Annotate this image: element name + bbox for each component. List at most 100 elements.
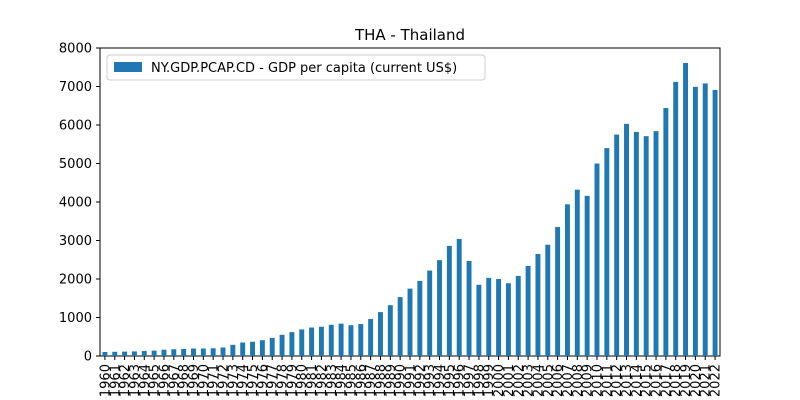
x-tick-label: 1980 bbox=[295, 364, 310, 397]
y-tick-label: 4000 bbox=[59, 196, 92, 211]
bar-1983 bbox=[328, 324, 334, 356]
x-tick-label: 2004 bbox=[531, 364, 546, 397]
bar-1984 bbox=[338, 323, 344, 356]
bar-1963 bbox=[131, 351, 137, 356]
x-tick-label: 1982 bbox=[315, 364, 330, 397]
x-tick-label: 1976 bbox=[256, 364, 271, 397]
bar-1990 bbox=[397, 297, 403, 356]
bar-2003 bbox=[525, 265, 531, 356]
bar-1967 bbox=[171, 349, 177, 356]
bar-1985 bbox=[348, 325, 354, 356]
x-tick-label: 2020 bbox=[689, 364, 704, 397]
bar-2021 bbox=[702, 83, 708, 357]
bar-1974 bbox=[240, 342, 246, 356]
bar-2016 bbox=[653, 131, 659, 356]
bar-2005 bbox=[545, 244, 551, 356]
bar-2001 bbox=[505, 283, 511, 356]
x-tick-label: 1966 bbox=[157, 364, 172, 397]
bar-2019 bbox=[683, 63, 689, 356]
bar-1986 bbox=[358, 324, 364, 356]
x-tick-label: 1974 bbox=[236, 364, 251, 397]
x-tick-label: 1999 bbox=[482, 364, 497, 397]
x-tick-label: 1994 bbox=[433, 364, 448, 397]
x-tick-label: 1986 bbox=[354, 364, 369, 397]
x-tick-label: 2008 bbox=[571, 364, 586, 397]
x-tick-label: 2014 bbox=[630, 364, 645, 397]
x-tick-label: 1972 bbox=[217, 364, 232, 397]
bar-1964 bbox=[141, 351, 147, 356]
legend: NY.GDP.PCAP.CD - GDP per capita (current… bbox=[106, 54, 486, 81]
bar-1994 bbox=[437, 260, 442, 356]
bar-2015 bbox=[643, 136, 649, 356]
bar-2000 bbox=[496, 279, 502, 356]
x-tick-label: 1965 bbox=[148, 364, 163, 397]
bar-1997 bbox=[466, 260, 472, 356]
x-tick-label: 1997 bbox=[463, 364, 478, 397]
bar-1988 bbox=[378, 312, 383, 356]
bar-1971 bbox=[210, 348, 216, 356]
x-tick-label: 1961 bbox=[108, 364, 123, 397]
bar-1979 bbox=[289, 332, 295, 356]
x-tick-label: 1987 bbox=[364, 364, 379, 397]
bar-1993 bbox=[427, 270, 433, 356]
bar-2020 bbox=[692, 86, 698, 356]
x-axis: 1960196119621963196419651966196719681969… bbox=[98, 356, 724, 397]
y-tick-label: 3000 bbox=[59, 234, 92, 249]
bar-1962 bbox=[122, 351, 128, 356]
x-tick-label: 1970 bbox=[197, 364, 212, 397]
bar-1992 bbox=[417, 280, 423, 356]
bar-1981 bbox=[309, 327, 315, 356]
x-tick-label: 1981 bbox=[305, 364, 320, 397]
x-tick-label: 1989 bbox=[384, 364, 399, 397]
bar-2017 bbox=[663, 108, 669, 356]
x-tick-label: 1963 bbox=[128, 364, 143, 397]
bar-1998 bbox=[476, 284, 482, 356]
x-tick-label: 2022 bbox=[709, 364, 724, 397]
x-tick-label: 1962 bbox=[118, 364, 133, 397]
x-tick-label: 2009 bbox=[581, 364, 596, 397]
bar-1969 bbox=[191, 348, 196, 356]
x-tick-label: 2021 bbox=[699, 364, 714, 397]
legend-label: NY.GDP.PCAP.CD - GDP per capita (current… bbox=[151, 61, 457, 76]
y-tick-label: 2000 bbox=[59, 273, 92, 288]
bar-1961 bbox=[112, 351, 118, 356]
x-tick-label: 1993 bbox=[423, 364, 438, 397]
x-tick-label: 1968 bbox=[177, 364, 192, 397]
x-tick-label: 2003 bbox=[522, 364, 537, 397]
y-tick-label: 6000 bbox=[59, 119, 92, 134]
legend-swatch bbox=[114, 62, 142, 72]
x-tick-label: 1969 bbox=[187, 364, 202, 397]
bar-1970 bbox=[200, 348, 206, 356]
y-tick-label: 8000 bbox=[59, 42, 92, 57]
x-tick-label: 2000 bbox=[492, 364, 507, 397]
bar-2007 bbox=[565, 204, 570, 356]
x-tick-label: 2002 bbox=[512, 364, 527, 397]
x-tick-label: 1990 bbox=[394, 364, 409, 397]
bar-1965 bbox=[151, 350, 157, 356]
bar-2018 bbox=[673, 81, 679, 356]
bar-1976 bbox=[259, 340, 265, 356]
bar-2004 bbox=[535, 253, 541, 356]
bar-2011 bbox=[604, 148, 610, 356]
bar-2012 bbox=[614, 134, 620, 357]
x-tick-label: 2015 bbox=[640, 364, 655, 397]
y-tick-label: 5000 bbox=[59, 157, 92, 172]
bar-1989 bbox=[387, 305, 393, 356]
x-tick-label: 1991 bbox=[404, 364, 419, 397]
bar-1982 bbox=[318, 326, 324, 356]
y-tick-label: 1000 bbox=[59, 311, 92, 326]
bar-2013 bbox=[624, 123, 629, 356]
x-tick-label: 2007 bbox=[561, 364, 576, 397]
y-tick-label: 7000 bbox=[59, 80, 92, 95]
x-tick-label: 1975 bbox=[246, 364, 261, 397]
x-tick-label: 1995 bbox=[443, 364, 458, 397]
bar-2009 bbox=[584, 195, 590, 356]
x-tick-label: 1978 bbox=[276, 364, 291, 397]
x-tick-label: 1984 bbox=[335, 364, 350, 397]
x-tick-label: 1998 bbox=[472, 364, 487, 397]
x-tick-label: 2011 bbox=[600, 364, 615, 397]
bar-1975 bbox=[250, 341, 255, 356]
x-tick-label: 2019 bbox=[679, 364, 694, 397]
x-tick-label: 2006 bbox=[551, 364, 566, 397]
